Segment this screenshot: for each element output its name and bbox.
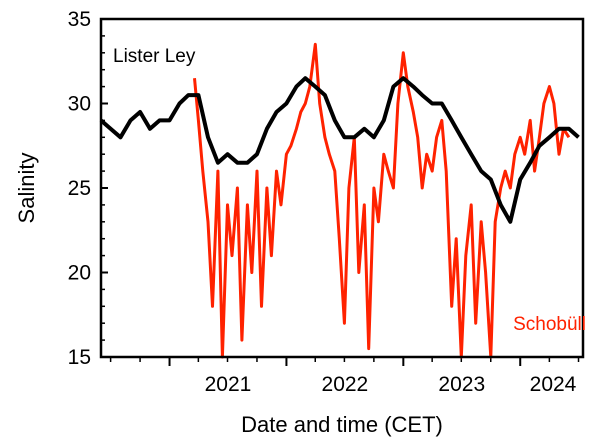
x-tick-label: 2023 <box>438 373 485 396</box>
series-line-lister-ley <box>99 76 580 224</box>
y-axis-title: Salinity <box>14 153 39 224</box>
y-tick-label: 20 <box>68 262 91 285</box>
plot-frame <box>99 17 585 359</box>
x-tick-label: 2021 <box>205 373 252 396</box>
y-tick-label: 15 <box>68 346 91 369</box>
x-tick-label: 2022 <box>322 373 369 396</box>
series-label-lister-ley: Lister Ley <box>113 46 196 67</box>
y-tick-label: 35 <box>68 8 91 31</box>
x-axis-title: Date and time (CET) <box>241 412 443 437</box>
series-layer <box>99 42 580 359</box>
series-line-schobuell <box>193 42 571 359</box>
x-axis-ticks: 2021 2022 2023 2024 <box>109 357 580 396</box>
x-tick-label: 2024 <box>530 373 577 396</box>
series-label-schobuell: Schobüll <box>513 314 586 335</box>
y-tick-label: 25 <box>68 177 91 200</box>
labels-layer: Lister Ley Schobüll <box>113 46 586 335</box>
y-tick-label: 30 <box>68 93 91 116</box>
